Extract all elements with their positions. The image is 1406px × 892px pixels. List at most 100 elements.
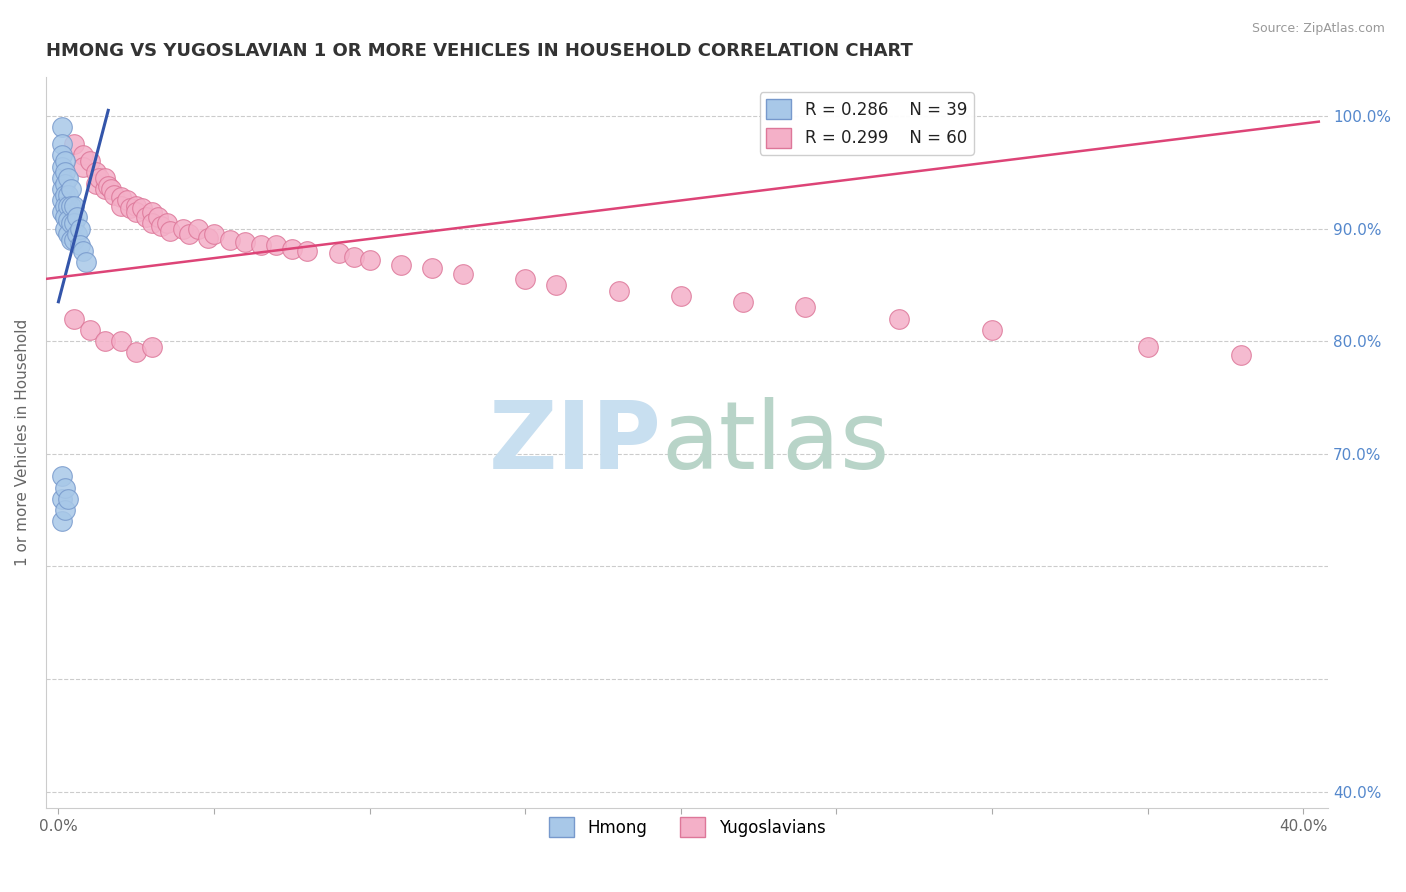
Point [202, 227, 225, 242]
Point [59, 233, 82, 247]
Point [51, 120, 73, 135]
Point [56, 187, 79, 202]
Point [51, 182, 73, 196]
Point [420, 260, 443, 275]
Point [197, 230, 219, 244]
Point [59, 216, 82, 230]
Point [63, 199, 86, 213]
Point [150, 219, 173, 234]
Point [451, 267, 474, 281]
Point [94, 334, 117, 348]
Y-axis label: 1 or more Vehicles in Household: 1 or more Vehicles in Household [15, 319, 30, 566]
Point [63, 137, 86, 152]
Point [141, 340, 163, 354]
Point [72, 244, 94, 259]
Point [103, 187, 125, 202]
Point [59, 182, 82, 196]
Point [94, 182, 117, 196]
Point [79, 154, 101, 169]
Point [118, 202, 141, 216]
Point [264, 238, 287, 252]
Point [53, 503, 76, 517]
Point [125, 204, 148, 219]
Point [53, 177, 76, 191]
Point [51, 194, 73, 208]
Point [56, 212, 79, 227]
Point [172, 221, 194, 235]
Point [51, 160, 73, 174]
Point [56, 491, 79, 506]
Point [51, 204, 73, 219]
Point [110, 190, 132, 204]
Point [94, 170, 117, 185]
Point [887, 311, 910, 326]
Point [59, 199, 82, 213]
Point [343, 250, 366, 264]
Point [69, 238, 91, 252]
Point [131, 202, 153, 216]
Point [51, 491, 73, 506]
Point [1230, 348, 1253, 362]
Point [69, 221, 91, 235]
Point [179, 227, 201, 242]
Point [66, 211, 89, 225]
Point [249, 238, 271, 252]
Point [66, 227, 89, 242]
Point [515, 272, 537, 286]
Point [63, 311, 86, 326]
Point [359, 253, 381, 268]
Point [51, 514, 73, 528]
Point [75, 255, 97, 269]
Point [156, 216, 179, 230]
Text: ZIP: ZIP [488, 397, 661, 489]
Point [233, 235, 256, 249]
Point [53, 481, 76, 495]
Point [97, 178, 120, 193]
Point [141, 204, 163, 219]
Point [389, 258, 412, 272]
Point [125, 345, 148, 359]
Point [72, 148, 94, 162]
Point [56, 227, 79, 242]
Point [51, 469, 73, 483]
Point [1136, 340, 1159, 354]
Point [159, 224, 181, 238]
Text: Source: ZipAtlas.com: Source: ZipAtlas.com [1251, 22, 1385, 36]
Point [79, 323, 101, 337]
Point [51, 137, 73, 152]
Point [53, 187, 76, 202]
Point [733, 294, 755, 309]
Point [56, 170, 79, 185]
Legend: Hmong, Yugoslavians: Hmong, Yugoslavians [543, 810, 832, 844]
Point [546, 277, 568, 292]
Point [84, 165, 107, 179]
Point [607, 284, 630, 298]
Point [669, 289, 692, 303]
Point [110, 199, 132, 213]
Point [794, 301, 817, 315]
Point [187, 221, 209, 235]
Point [87, 170, 110, 185]
Point [56, 199, 79, 213]
Text: HMONG VS YUGOSLAVIAN 1 OR MORE VEHICLES IN HOUSEHOLD CORRELATION CHART: HMONG VS YUGOSLAVIAN 1 OR MORE VEHICLES … [46, 42, 912, 60]
Point [53, 221, 76, 235]
Point [218, 233, 240, 247]
Point [51, 170, 73, 185]
Point [53, 165, 76, 179]
Point [297, 244, 319, 259]
Point [51, 148, 73, 162]
Point [100, 182, 122, 196]
Point [63, 216, 86, 230]
Point [281, 242, 304, 256]
Text: atlas: atlas [661, 397, 890, 489]
Point [981, 323, 1004, 337]
Point [53, 199, 76, 213]
Point [146, 211, 169, 225]
Point [63, 233, 86, 247]
Point [141, 216, 163, 230]
Point [53, 211, 76, 225]
Point [110, 334, 132, 348]
Point [72, 160, 94, 174]
Point [84, 177, 107, 191]
Point [328, 246, 350, 260]
